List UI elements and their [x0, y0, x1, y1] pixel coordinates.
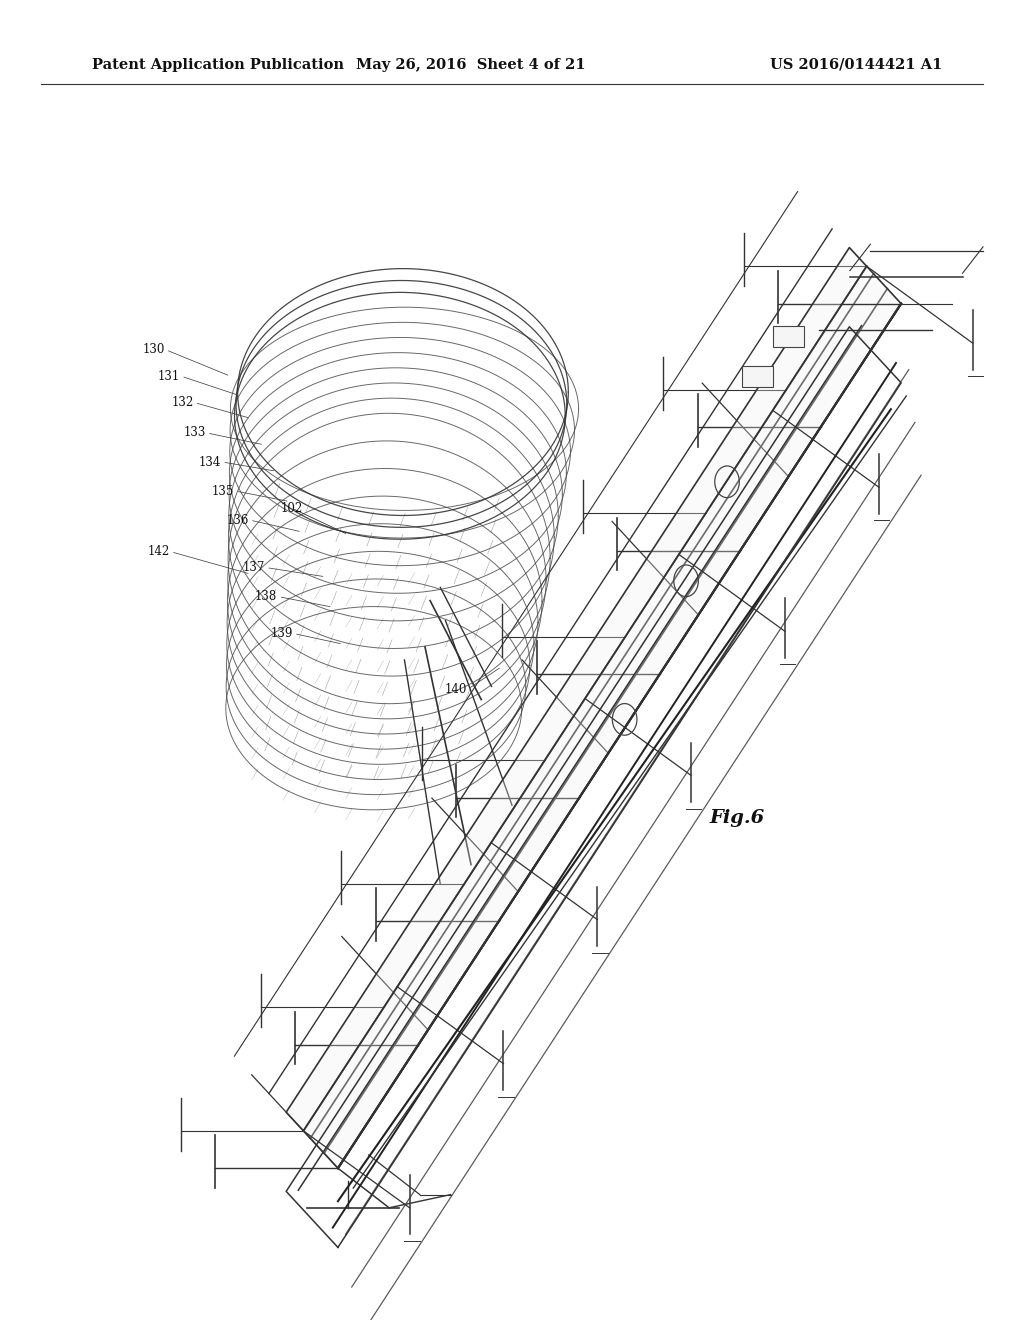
Text: 134: 134 — [199, 455, 221, 469]
Text: Fig.6: Fig.6 — [710, 809, 765, 828]
Text: 142: 142 — [147, 545, 170, 558]
Text: 137: 137 — [243, 561, 265, 574]
Text: 136: 136 — [226, 513, 249, 527]
Text: Patent Application Publication: Patent Application Publication — [92, 58, 344, 71]
Polygon shape — [286, 248, 901, 1168]
FancyBboxPatch shape — [773, 326, 804, 347]
Text: 139: 139 — [270, 627, 293, 640]
Text: 138: 138 — [255, 590, 278, 603]
Text: 133: 133 — [183, 426, 206, 440]
Text: May 26, 2016  Sheet 4 of 21: May 26, 2016 Sheet 4 of 21 — [356, 58, 586, 71]
FancyBboxPatch shape — [742, 366, 773, 387]
Text: US 2016/0144421 A1: US 2016/0144421 A1 — [770, 58, 942, 71]
Text: 132: 132 — [171, 396, 194, 409]
Text: 140: 140 — [444, 682, 467, 696]
Text: 130: 130 — [142, 343, 165, 356]
Text: 102: 102 — [281, 502, 303, 515]
Text: 131: 131 — [158, 370, 180, 383]
Text: 135: 135 — [212, 484, 234, 498]
